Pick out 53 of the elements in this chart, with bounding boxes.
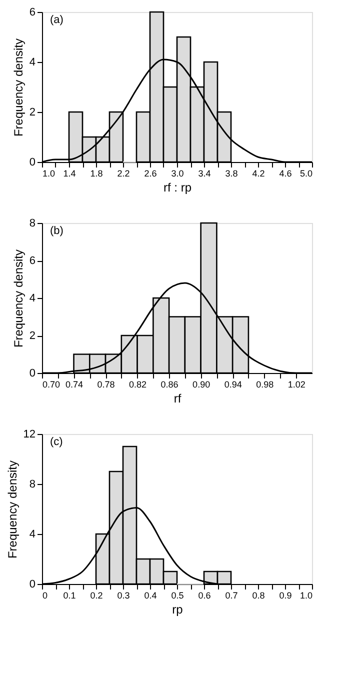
x-tick-label: 4.6 xyxy=(279,168,292,178)
x-tick-label: 4.2 xyxy=(252,168,265,178)
y-tick-label: 0 xyxy=(29,578,36,590)
y-tick-label: 2 xyxy=(29,330,36,342)
y-tick-label: 8 xyxy=(29,218,36,230)
x-tick-label: 0.9 xyxy=(279,590,292,600)
x-tick-label: 5.0 xyxy=(300,168,312,178)
x-tick-label: 1.0 xyxy=(300,590,312,600)
x-tick-label: 0.82 xyxy=(129,380,147,390)
y-axis-title: Frequency density xyxy=(5,460,20,559)
x-tick-label: 0.2 xyxy=(90,590,103,600)
x-axis-title: rf : rp xyxy=(163,180,192,194)
y-tick-label: 6 xyxy=(29,255,36,267)
annotation: (a) xyxy=(50,14,64,26)
annotation: (c) xyxy=(50,436,63,448)
x-tick-label: 0.6 xyxy=(198,590,211,600)
x-tick-label: 1.02 xyxy=(288,380,306,390)
x-tick-label: 0.4 xyxy=(144,590,157,600)
x-tick-label: 0.8 xyxy=(252,590,265,600)
x-tick-label: 0.1 xyxy=(63,590,76,600)
y-tick-label: 4 xyxy=(29,528,36,540)
x-tick-label: 2.6 xyxy=(144,168,157,178)
x-tick-label: 0.98 xyxy=(256,380,274,390)
y-axis-title: Frequency density xyxy=(11,38,26,137)
x-tick-label: 3.4 xyxy=(198,168,211,178)
x-tick-label: 0.7 xyxy=(225,590,238,600)
y-tick-label: 4 xyxy=(29,56,36,68)
x-tick-label: 3.8 xyxy=(225,168,238,178)
x-tick-label: 0.3 xyxy=(117,590,130,600)
x-tick-label: 0.90 xyxy=(192,380,210,390)
y-tick-label: 6 xyxy=(29,6,36,18)
x-tick-label: 2.2 xyxy=(117,168,130,178)
y-tick-label: 4 xyxy=(29,292,36,304)
x-tick-label: 0 xyxy=(42,590,48,600)
x-tick-label: 0.5 xyxy=(171,590,184,600)
x-tick-label: 0.74 xyxy=(66,380,84,390)
x-tick-label: 0.78 xyxy=(97,380,115,390)
y-tick-label: 8 xyxy=(29,478,36,490)
y-tick-label: 0 xyxy=(29,368,36,380)
x-tick-label: 1.0 xyxy=(42,168,56,178)
x-axis-title: rf xyxy=(174,392,182,406)
y-axis-title: Frequency density xyxy=(11,249,26,348)
x-tick-label: 1.8 xyxy=(90,168,103,178)
y-tick-label: 2 xyxy=(29,106,36,118)
x-tick-label: 0.94 xyxy=(224,380,242,390)
x-tick-label: 0.86 xyxy=(160,380,178,390)
x-tick-label: 3.0 xyxy=(171,168,184,178)
y-tick-label: 0 xyxy=(29,156,36,168)
x-tick-label: 0.70 xyxy=(42,380,60,390)
x-axis-title: rp xyxy=(172,602,184,616)
x-tick-label: 1.4 xyxy=(63,168,76,178)
y-tick-label: 12 xyxy=(23,428,36,440)
annotation: (b) xyxy=(50,225,64,237)
